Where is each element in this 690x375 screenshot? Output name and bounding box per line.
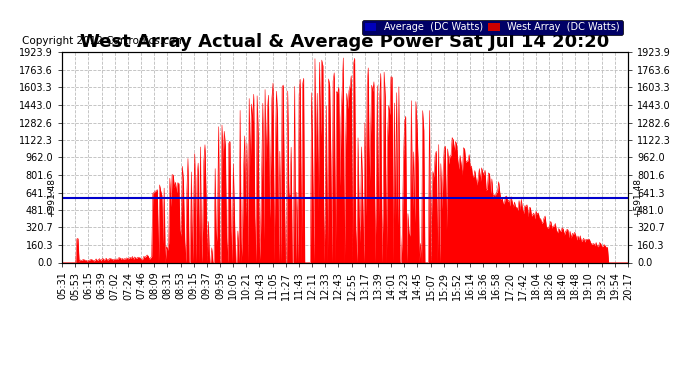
Legend: Average  (DC Watts), West Array  (DC Watts): Average (DC Watts), West Array (DC Watts…: [362, 20, 623, 35]
Text: Copyright 2012 Cartronics.com: Copyright 2012 Cartronics.com: [23, 36, 186, 46]
Text: +591.48: +591.48: [48, 178, 57, 218]
Title: West Array Actual & Average Power Sat Jul 14 20:20: West Array Actual & Average Power Sat Ju…: [80, 33, 610, 51]
Text: +591.48: +591.48: [633, 178, 642, 218]
